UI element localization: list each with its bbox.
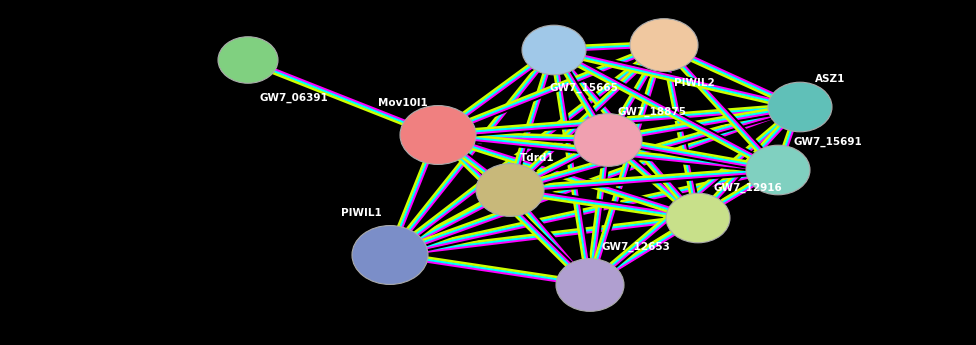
Text: GW7_12653: GW7_12653 [602,242,671,252]
Text: GW7_15665: GW7_15665 [549,83,618,93]
Ellipse shape [476,164,544,216]
Text: GW7_18875: GW7_18875 [618,107,687,117]
Text: GW7_06391: GW7_06391 [260,93,329,103]
Ellipse shape [352,226,428,284]
Text: Tdrd1: Tdrd1 [520,153,554,163]
Ellipse shape [556,259,624,311]
Text: GW7_12916: GW7_12916 [713,183,782,193]
Text: Mov10l1: Mov10l1 [379,98,428,108]
Text: PIWIL1: PIWIL1 [342,208,382,218]
Ellipse shape [218,37,278,83]
Text: ASZ1: ASZ1 [815,74,845,84]
Ellipse shape [666,193,730,243]
Text: PIWIL2: PIWIL2 [674,78,714,88]
Ellipse shape [768,82,832,132]
Ellipse shape [746,145,810,195]
Ellipse shape [400,106,476,165]
Text: GW7_15691: GW7_15691 [793,137,862,147]
Ellipse shape [522,25,586,75]
Ellipse shape [630,19,698,71]
Ellipse shape [574,114,642,166]
